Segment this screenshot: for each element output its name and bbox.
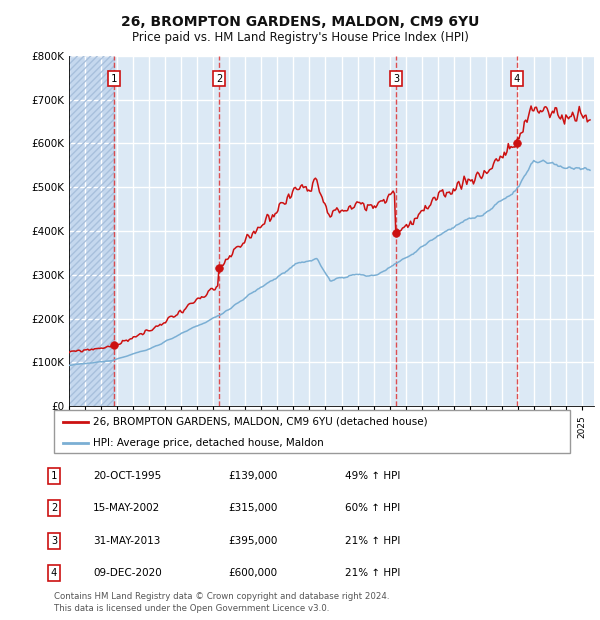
- Text: 3: 3: [393, 74, 400, 84]
- Text: 09-DEC-2020: 09-DEC-2020: [93, 568, 162, 578]
- Text: 4: 4: [514, 74, 520, 84]
- Text: 21% ↑ HPI: 21% ↑ HPI: [345, 536, 400, 546]
- Text: £600,000: £600,000: [228, 568, 277, 578]
- Text: 2: 2: [216, 74, 223, 84]
- Text: 15-MAY-2002: 15-MAY-2002: [93, 503, 160, 513]
- Text: 1: 1: [51, 471, 57, 481]
- Text: 4: 4: [51, 568, 57, 578]
- Bar: [69, 56, 114, 406]
- Text: £139,000: £139,000: [228, 471, 277, 481]
- Text: 49% ↑ HPI: 49% ↑ HPI: [345, 471, 400, 481]
- Text: 26, BROMPTON GARDENS, MALDON, CM9 6YU (detached house): 26, BROMPTON GARDENS, MALDON, CM9 6YU (d…: [92, 417, 427, 427]
- Text: 2: 2: [51, 503, 57, 513]
- Text: £315,000: £315,000: [228, 503, 277, 513]
- Text: Contains HM Land Registry data © Crown copyright and database right 2024.
This d: Contains HM Land Registry data © Crown c…: [54, 591, 389, 613]
- Text: 31-MAY-2013: 31-MAY-2013: [93, 536, 160, 546]
- Text: 1: 1: [111, 74, 117, 84]
- Text: 60% ↑ HPI: 60% ↑ HPI: [345, 503, 400, 513]
- FancyBboxPatch shape: [54, 410, 570, 453]
- Bar: [69, 56, 114, 406]
- Text: 3: 3: [51, 536, 57, 546]
- Text: £395,000: £395,000: [228, 536, 277, 546]
- Text: Price paid vs. HM Land Registry's House Price Index (HPI): Price paid vs. HM Land Registry's House …: [131, 31, 469, 43]
- Text: 26, BROMPTON GARDENS, MALDON, CM9 6YU: 26, BROMPTON GARDENS, MALDON, CM9 6YU: [121, 15, 479, 29]
- Text: HPI: Average price, detached house, Maldon: HPI: Average price, detached house, Mald…: [92, 438, 323, 448]
- Text: 20-OCT-1995: 20-OCT-1995: [93, 471, 161, 481]
- Text: 21% ↑ HPI: 21% ↑ HPI: [345, 568, 400, 578]
